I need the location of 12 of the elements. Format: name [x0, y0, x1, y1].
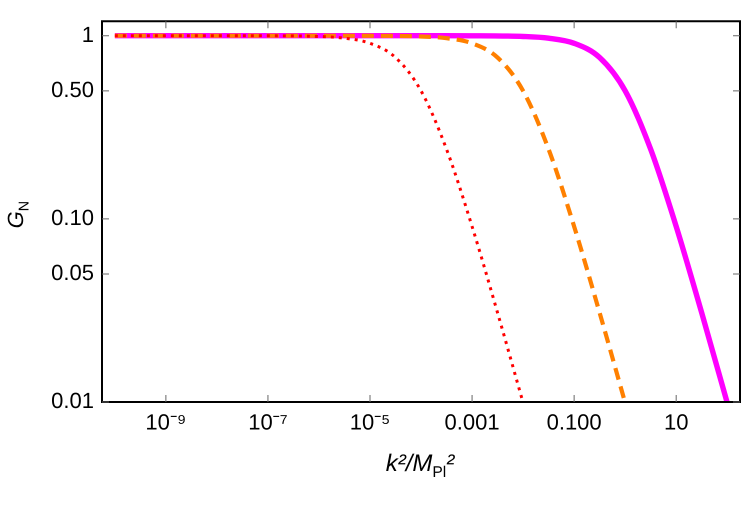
- x-tick-label: 10⁻⁵: [350, 409, 390, 434]
- y-tick-label: 1: [82, 22, 94, 47]
- x-tick-label: 0.001: [444, 409, 500, 434]
- y-tick-label: 0.50: [51, 76, 94, 102]
- x-tick-label: 10⁻⁷: [248, 409, 288, 434]
- x-tick-label: 10: [664, 409, 688, 434]
- y-tick-label: 0.10: [51, 204, 94, 230]
- x-axis-title: k²/M$_{Pl}$²: [384, 450, 456, 482]
- y-tick-label: 0.05: [51, 260, 94, 286]
- y-tick-label: 0.01: [51, 388, 94, 414]
- x-tick-label: 10⁻⁹: [145, 409, 186, 434]
- x-tick-label: 0.100: [546, 409, 602, 434]
